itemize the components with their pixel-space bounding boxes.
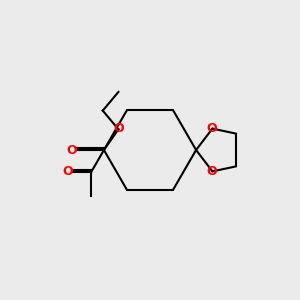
Text: O: O <box>207 166 218 178</box>
Text: O: O <box>207 122 218 134</box>
Text: O: O <box>113 122 124 135</box>
Text: O: O <box>67 143 77 157</box>
Text: O: O <box>63 165 74 178</box>
